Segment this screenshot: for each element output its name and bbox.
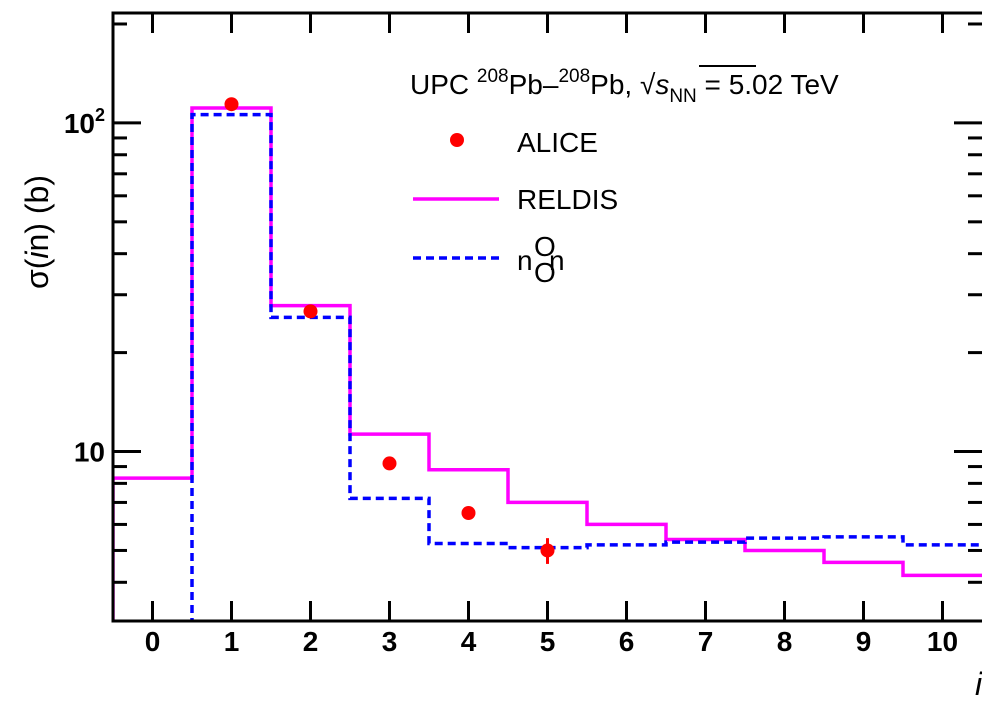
x-tick-label: 8	[777, 626, 793, 657]
legend-non-sub: O	[534, 257, 556, 288]
legend-alice-marker	[450, 133, 464, 147]
plot-area	[113, 97, 982, 621]
series-alice-points	[224, 97, 555, 564]
y-tick-labels: 102 10	[64, 105, 105, 468]
y-axis-title: σ(in) (b)	[19, 175, 55, 289]
legend: ALICE RELDIS n O O n	[413, 127, 618, 288]
x-tick-label: 1	[224, 626, 240, 657]
x-tick-label: 5	[540, 626, 556, 657]
x-tick-label: 7	[698, 626, 714, 657]
series-reldis-line	[113, 106, 982, 621]
alice-point	[382, 456, 397, 471]
alice-point	[540, 543, 555, 558]
alice-point	[224, 97, 239, 112]
legend-reldis-label: RELDIS	[517, 184, 618, 215]
alice-point	[303, 304, 318, 319]
x-tick-label: 2	[303, 626, 319, 657]
chart-header: UPC 208Pb–208Pb, √sNN = 5.02 TeV	[410, 66, 839, 107]
x-tick-label: 3	[382, 626, 398, 657]
alice-point	[461, 506, 476, 521]
x-tick-label: 9	[856, 626, 872, 657]
series-non-line	[190, 112, 982, 621]
plot-frame	[111, 11, 982, 623]
legend-non-tail: n	[549, 245, 565, 276]
x-tick-label: 6	[619, 626, 635, 657]
x-tick-label: 4	[461, 626, 477, 657]
axis-ticks	[113, 13, 982, 621]
legend-non-sup: O	[534, 231, 556, 262]
y-tick-label: 102	[64, 105, 105, 139]
legend-non-label: n	[517, 245, 533, 276]
x-tick-label: 10	[927, 626, 958, 657]
x-axis-title: i	[975, 666, 982, 702]
x-tick-label: 0	[145, 626, 161, 657]
legend-alice-label: ALICE	[517, 127, 598, 158]
y-tick-label: 10	[74, 437, 105, 468]
x-tick-labels: 0 1 2 3 4 5 6 7 8 9 10	[145, 626, 958, 657]
